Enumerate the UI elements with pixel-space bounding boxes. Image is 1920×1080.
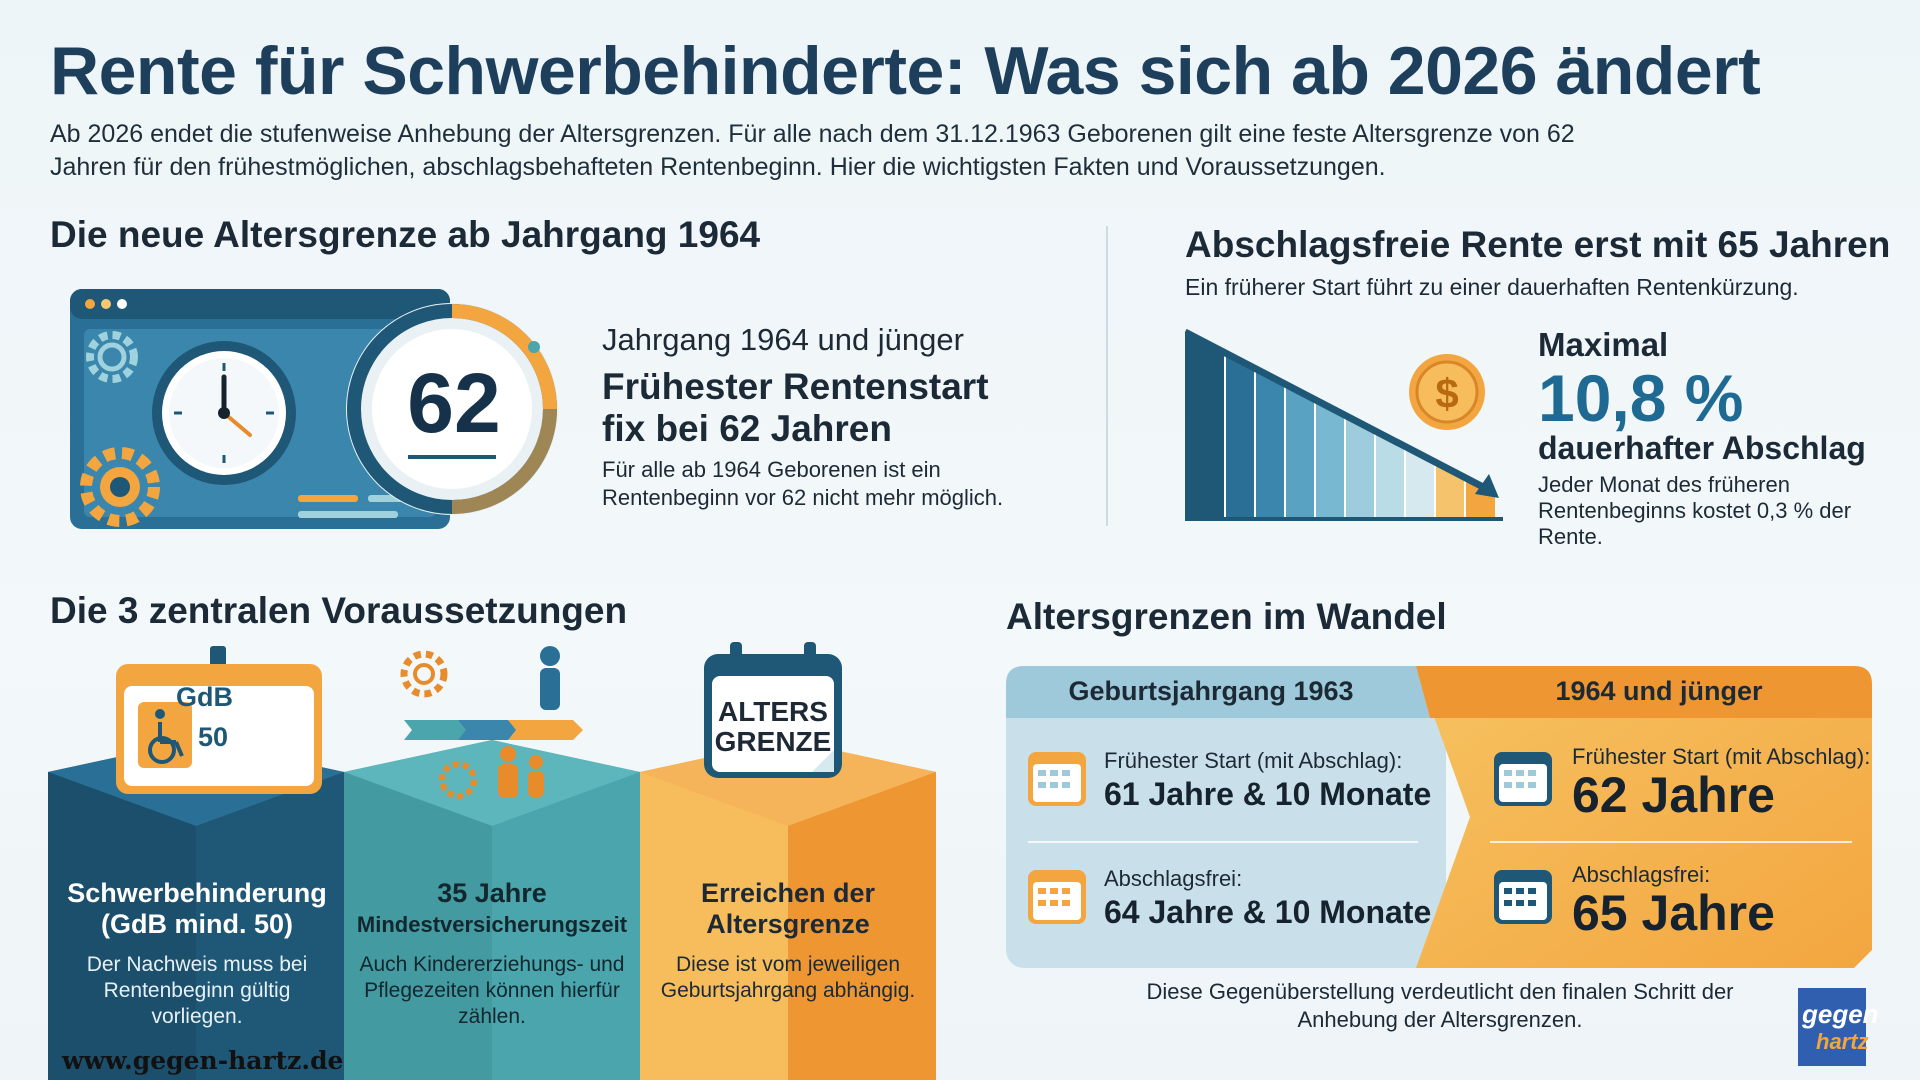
insurance-time-icon (400, 646, 583, 799)
calendar-icon (704, 642, 842, 778)
clock-icon (152, 341, 296, 485)
requirement-1-text: Der Nachweis muss bei Rentenbeginn gülti… (86, 953, 308, 1028)
gear-icon (80, 447, 160, 527)
page-title: Rente für Schwerbehinderte: Was sich ab … (50, 33, 1761, 109)
badge-gdb-text: GdB (176, 682, 233, 712)
deduction-descending-graphic (1185, 328, 1503, 521)
max-deduction-value: 10,8 % (1538, 361, 1744, 435)
comparison-note: Diese Gegenüberstellung verdeutlicht den… (1146, 979, 1734, 1032)
cohort-subtitle: Jahrgang 1964 und jünger (602, 322, 964, 357)
cohort-description: Für alle ab 1964 Geborenen ist ein Rente… (602, 457, 1004, 510)
badge-number: 62 (407, 356, 501, 450)
comparison-table: Geburtsjahrgang 1963 1964 und jünger Frü… (1006, 666, 1872, 968)
person-icon (540, 646, 560, 710)
calendar-icon (1028, 752, 1086, 806)
cohort-1964-free-label: Abschlagsfrei: (1572, 862, 1711, 887)
comparison-background (1006, 666, 1872, 968)
requirements-columns: GdB 50 ALTERS GRENZE Schwerbehinderung (… (48, 640, 938, 1080)
calendar-icon (1494, 752, 1552, 806)
intro-text: Ab 2026 endet die stufenweise Anhebung d… (50, 120, 1575, 181)
age-limit-illustration (70, 289, 558, 529)
requirement-3-title: Erreichen der Altersgrenze (700, 878, 876, 939)
deduction-heading: Abschlagsfreie Rente erst mit 65 Jahren (1185, 224, 1891, 265)
coin-icon (1409, 354, 1485, 430)
requirement-2-text: Auch Kindererziehungs- und Pflegezeiten … (359, 953, 625, 1028)
deduction-per-month-text: Jeder Monat des früheren Rentenbeginns k… (1538, 472, 1852, 549)
gear-icon (439, 761, 477, 799)
coin-symbol: $ (1435, 370, 1459, 417)
calendar-text-line1: ALTERS (718, 696, 828, 727)
calendar-icon (1494, 870, 1552, 924)
requirement-2-title: 35 Jahre (437, 878, 547, 908)
age-62-badge (346, 303, 558, 515)
gear-icon (400, 650, 448, 698)
badge-50-text: 50 (198, 722, 229, 752)
requirement-3-text: Diese ist vom jeweiligen Geburtsjahrgang… (660, 953, 916, 1002)
wheelchair-icon (148, 722, 184, 764)
cohort-1963-free-value: 64 Jahre & 10 Monate (1104, 894, 1432, 930)
cohort-1963-earliest-label: Frühester Start (mit Abschlag): (1104, 748, 1403, 773)
requirement-2-subtitle: Mindestversicherungszeit (356, 912, 628, 937)
calendar-text-line2: GRENZE (714, 726, 832, 757)
section-divider (1106, 226, 1108, 526)
earliest-start-title: Frühester Rentenstart fix bei 62 Jahren (602, 366, 989, 449)
brand-logo: gegen hartz (1798, 988, 1879, 1066)
deduction-subtitle: Ein früherer Start führt zu einer dauerh… (1185, 274, 1799, 300)
deduction-description: dauerhafter Abschlag (1538, 430, 1866, 466)
requirements-pillars (48, 642, 936, 1080)
requirements-heading: Die 3 zentralen Voraussetzungen (50, 590, 628, 631)
cohort-1964-earliest-value: 62 Jahre (1572, 767, 1775, 823)
max-label: Maximal (1538, 326, 1669, 363)
cohort-1963-header: Geburtsjahrgang 1963 (1068, 676, 1354, 706)
requirement-1-title: Schwerbehinderung (GdB mind. 50) (67, 878, 327, 939)
family-icon (498, 746, 544, 798)
cohort-1963-free-label: Abschlagsfrei: (1104, 866, 1243, 891)
comparison-heading: Altersgrenzen im Wandel (1006, 596, 1447, 637)
cohort-1964-free-value: 65 Jahre (1572, 885, 1775, 941)
website-url[interactable]: www.gegen-hartz.de (62, 1046, 344, 1075)
cohort-1964-header: 1964 und jünger (1555, 676, 1763, 706)
gear-icon (86, 331, 138, 383)
disability-id-badge-icon (116, 646, 322, 794)
new-age-limit-heading: Die neue Altersgrenze ab Jahrgang 1964 (50, 214, 761, 255)
cohort-1964-earliest-label: Frühester Start (mit Abschlag): (1572, 744, 1871, 769)
cohort-1963-earliest-value: 61 Jahre & 10 Monate (1104, 776, 1432, 812)
calendar-icon (1028, 870, 1086, 924)
